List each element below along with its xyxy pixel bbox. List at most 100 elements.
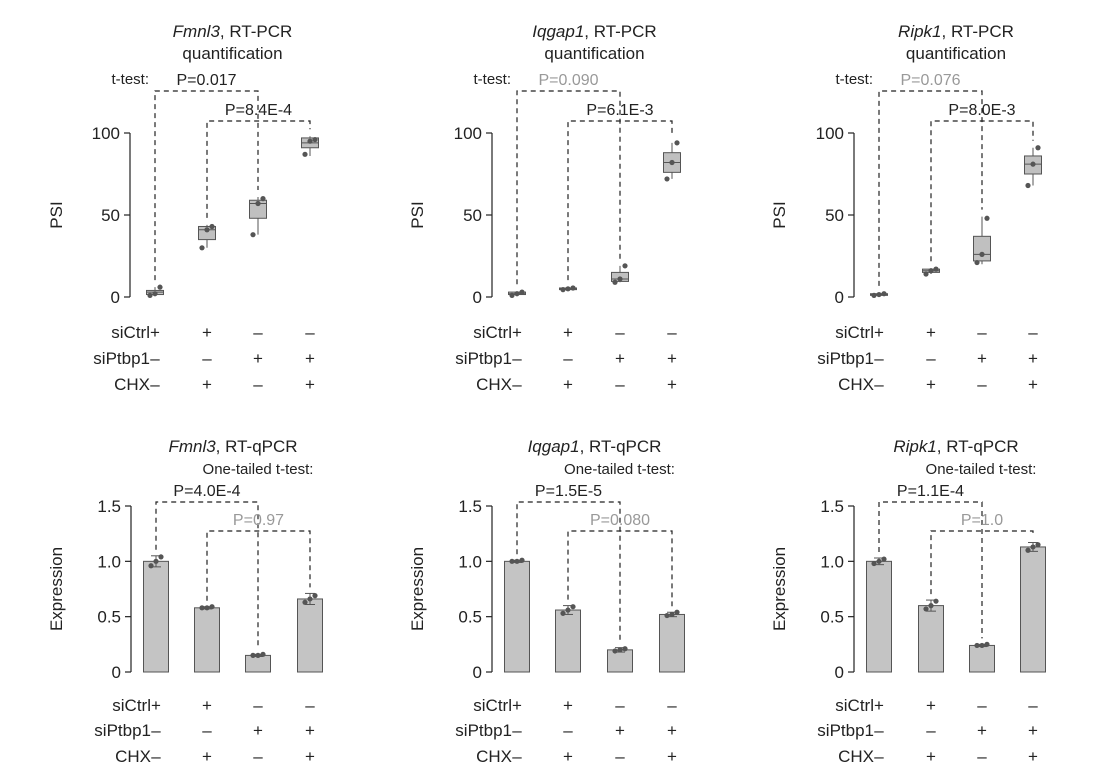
data-point: [302, 151, 308, 157]
condition-label: siPtbp1: [817, 721, 874, 740]
p-value-label: P=8.0E-3: [948, 102, 1015, 119]
data-point: [570, 285, 576, 291]
condition-symbol: +: [615, 349, 625, 368]
condition-symbol: –: [1028, 323, 1038, 342]
box: [249, 199, 267, 219]
condition-symbol: –: [926, 721, 936, 740]
data-point: [255, 652, 261, 659]
condition-symbol: –: [253, 696, 263, 715]
condition-label: siPtbp1: [455, 349, 512, 368]
condition-symbol: +: [563, 696, 573, 715]
condition-symbol: +: [667, 747, 677, 766]
condition-symbol: +: [202, 375, 212, 394]
y-tick-label: 0: [111, 288, 120, 307]
bar: [607, 649, 633, 673]
condition-symbol: –: [874, 349, 884, 368]
condition-label: siCtrl: [835, 323, 874, 342]
condition-symbol: +: [667, 349, 677, 368]
data-point: [984, 215, 990, 221]
y-tick-label: 50: [463, 206, 482, 225]
y-axis-label: PSI: [47, 201, 66, 228]
data-point: [876, 291, 882, 298]
condition-symbol: +: [150, 323, 160, 342]
panel-subtitle: quantification: [544, 44, 644, 63]
condition-symbol: –: [150, 375, 160, 394]
condition-symbol: +: [151, 696, 161, 715]
data-point: [622, 263, 628, 269]
condition-label: CHX: [476, 747, 512, 766]
data-point: [979, 642, 985, 649]
condition-symbol: +: [305, 349, 315, 368]
psi-panel-iqgap1: Iqgap1, RT-PCR quantification t-test: 0 50 10…: [408, 22, 681, 394]
condition-symbol: –: [151, 747, 161, 766]
data-point: [153, 558, 159, 564]
bar: [866, 560, 892, 673]
data-point: [565, 286, 571, 292]
data-point: [1030, 544, 1036, 550]
condition-symbol: +: [563, 375, 573, 394]
condition-symbol: +: [1028, 747, 1038, 766]
box: [973, 235, 991, 262]
test-label: One-tailed t-test:: [926, 461, 1037, 478]
condition-symbol: +: [874, 696, 884, 715]
data-point: [157, 284, 163, 290]
condition-symbol: +: [253, 349, 263, 368]
data-point: [199, 245, 205, 251]
panel-title: Iqgap1, RT-qPCR: [528, 437, 662, 456]
data-point: [979, 251, 985, 257]
condition-symbol: –: [667, 696, 677, 715]
gene-name: Fmnl3: [173, 22, 221, 41]
gene-name: Ripk1: [898, 22, 941, 41]
data-point: [928, 603, 934, 609]
p-value-label: P=4.0E-4: [173, 483, 240, 500]
condition-label: siCtrl: [112, 696, 151, 715]
y-axis-label: Expression: [47, 547, 66, 631]
condition-symbol: +: [1028, 349, 1038, 368]
p-value-label: P=8.4E-4: [225, 102, 292, 119]
data-point: [1025, 547, 1031, 553]
y-tick-label: 1.0: [97, 552, 121, 571]
condition-label: siCtrl: [835, 696, 874, 715]
condition-symbol: –: [874, 375, 884, 394]
condition-label: siPtbp1: [455, 721, 512, 740]
y-tick-label: 0: [473, 288, 482, 307]
condition-symbol: –: [512, 721, 522, 740]
bar: [194, 607, 220, 673]
title-suffix: , RT-qPCR: [937, 437, 1019, 456]
data-point: [669, 159, 675, 166]
p-value-label: P=6.1E-3: [586, 102, 653, 119]
condition-symbol: –: [615, 747, 625, 766]
data-point: [509, 292, 515, 298]
condition-label: CHX: [476, 375, 512, 394]
condition-symbol: +: [926, 747, 936, 766]
y-tick-label: 100: [454, 124, 482, 143]
data-point: [933, 598, 939, 604]
y-tick-label: 0.5: [458, 608, 482, 627]
data-point: [871, 292, 877, 298]
test-label: t-test:: [835, 71, 873, 88]
y-tick-label: 0: [835, 288, 844, 307]
significance-bracket: [516, 501, 621, 642]
condition-symbol: –: [202, 721, 212, 740]
expression-panel-ripk1: Ripk1, RT-qPCR One-tailed t-test: 0 0.5 1.0 1…: [770, 437, 1046, 766]
data-point: [147, 292, 153, 298]
significance-bracket: [567, 530, 673, 607]
condition-symbol: +: [1028, 721, 1038, 740]
test-label: One-tailed t-test:: [564, 461, 675, 478]
expression-panel-iqgap1: Iqgap1, RT-qPCR One-tailed t-test: 0 0.5 1.0…: [408, 437, 685, 766]
p-value-label: P=0.97: [233, 512, 284, 529]
p-value-label: P=0.080: [590, 512, 650, 529]
condition-symbol: +: [202, 323, 212, 342]
test-label: t-test:: [473, 71, 511, 88]
condition-symbol: –: [512, 375, 522, 394]
condition-symbol: –: [926, 349, 936, 368]
data-point: [152, 291, 158, 297]
bar: [297, 598, 323, 673]
gene-name: Ripk1: [893, 437, 936, 456]
panel-subtitle: quantification: [182, 44, 282, 63]
bar: [143, 560, 169, 673]
condition-symbol: –: [874, 747, 884, 766]
condition-symbol: +: [977, 349, 987, 368]
y-axis-label: PSI: [408, 201, 427, 228]
data-point: [1035, 542, 1041, 548]
